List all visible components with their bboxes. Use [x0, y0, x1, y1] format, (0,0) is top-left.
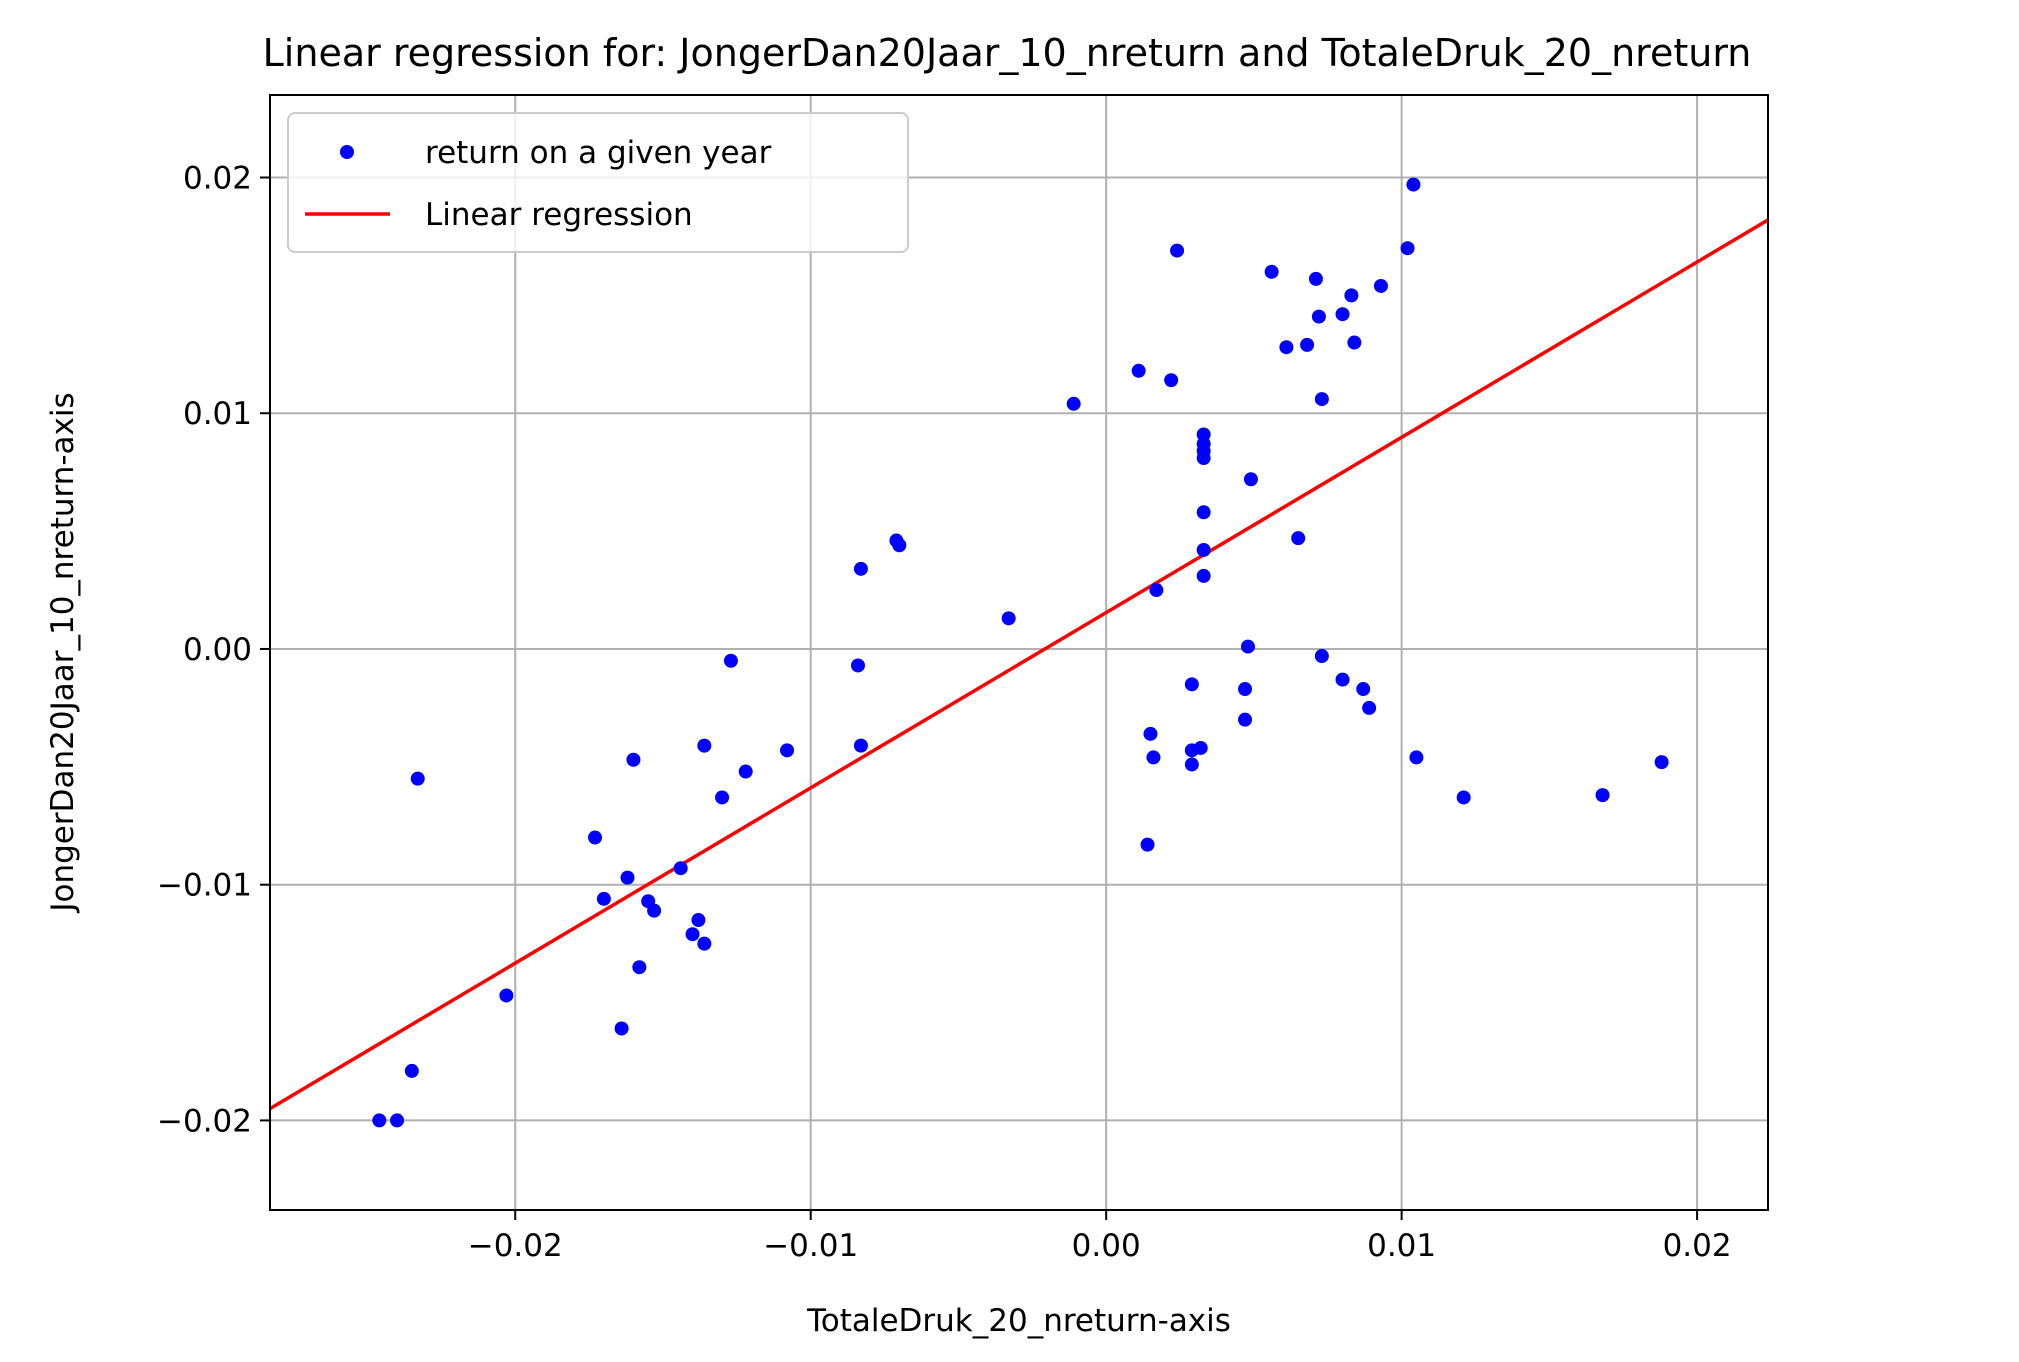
data-point	[626, 752, 641, 767]
data-point	[1409, 750, 1424, 765]
data-point	[853, 738, 868, 753]
data-point	[410, 771, 425, 786]
legend-label-line: Linear regression	[425, 197, 693, 233]
x-axis-label: TotaleDruk_20_nreturn-axis	[806, 1303, 1231, 1339]
data-point	[1196, 568, 1211, 583]
data-point	[1311, 309, 1326, 324]
y-axis-ticks: −0.02 −0.01 0.00 0.01 0.02	[157, 161, 270, 1139]
data-point	[1184, 757, 1199, 772]
data-point	[1238, 712, 1253, 727]
legend: return on a given year Linear regression	[287, 112, 909, 253]
y-tick-label: −0.01	[157, 868, 252, 904]
data-point	[1193, 740, 1208, 755]
y-tick-label: 0.00	[183, 632, 252, 668]
data-point	[1131, 363, 1146, 378]
data-point	[1406, 177, 1421, 192]
y-tick-label: −0.02	[157, 1103, 252, 1139]
x-tick-label: −0.01	[763, 1228, 858, 1264]
data-point	[499, 988, 514, 1003]
data-point	[1240, 639, 1255, 654]
plot-frame	[269, 94, 1769, 1211]
data-point	[1595, 788, 1610, 803]
x-tick-label: 0.01	[1367, 1228, 1436, 1264]
legend-box	[287, 112, 909, 253]
legend-label-scatter: return on a given year	[425, 135, 772, 171]
data-point	[723, 653, 738, 668]
y-tick-label: 0.02	[183, 161, 252, 197]
data-point	[1264, 264, 1279, 279]
data-point	[1146, 750, 1161, 765]
data-point	[1279, 340, 1294, 355]
grid	[270, 95, 1768, 1210]
data-point	[1314, 649, 1329, 664]
data-point	[1196, 542, 1211, 557]
data-point	[1347, 335, 1362, 350]
data-point	[685, 927, 700, 942]
data-point	[647, 903, 662, 918]
data-point	[1373, 278, 1388, 293]
data-point	[1140, 837, 1155, 852]
data-point	[691, 913, 706, 928]
data-point	[1308, 271, 1323, 286]
data-point	[1400, 241, 1415, 256]
x-axis-ticks: −0.02 −0.01 0.00 0.01 0.02	[468, 1210, 1732, 1264]
points-layer	[372, 177, 1669, 1128]
data-point	[1143, 726, 1158, 741]
data-point	[1344, 288, 1359, 303]
data-point	[390, 1113, 405, 1128]
data-point	[1170, 243, 1185, 258]
legend-marker-scatter	[340, 145, 354, 159]
data-point	[1238, 682, 1253, 697]
x-tick-label: 0.00	[1072, 1228, 1141, 1264]
data-point	[588, 830, 603, 845]
data-point	[715, 790, 730, 805]
data-point	[1456, 790, 1471, 805]
data-point	[1362, 700, 1377, 715]
data-point	[1243, 472, 1258, 487]
data-point	[892, 538, 907, 553]
data-point	[738, 764, 753, 779]
data-point	[1196, 505, 1211, 520]
data-point	[1164, 373, 1179, 388]
data-point	[697, 738, 712, 753]
data-point	[404, 1063, 419, 1078]
data-point	[1335, 307, 1350, 322]
data-point	[853, 561, 868, 576]
data-point	[1066, 396, 1081, 411]
data-point	[596, 891, 611, 906]
data-point	[632, 960, 647, 975]
data-point	[1300, 337, 1315, 352]
data-point	[1149, 583, 1164, 598]
data-point	[620, 870, 635, 885]
data-point	[850, 658, 865, 673]
chart-title: Linear regression for: JongerDan20Jaar_1…	[263, 31, 1752, 75]
data-point	[372, 1113, 387, 1128]
data-point	[1654, 755, 1669, 770]
data-point	[1196, 427, 1211, 442]
data-point	[697, 936, 712, 951]
data-point	[1291, 531, 1306, 546]
regression-line	[270, 218, 1768, 1111]
data-point	[673, 861, 688, 876]
y-tick-label: 0.01	[183, 396, 252, 432]
data-point	[614, 1021, 629, 1036]
data-point	[1001, 611, 1016, 626]
data-point	[1356, 682, 1371, 697]
data-point	[780, 743, 795, 758]
x-tick-label: −0.02	[468, 1228, 563, 1264]
data-point	[1314, 392, 1329, 407]
y-axis-label: JongerDan20Jaar_10_nreturn-axis	[45, 392, 81, 913]
regression-layer	[270, 218, 1768, 1111]
data-point	[1184, 677, 1199, 692]
data-point	[1335, 672, 1350, 687]
x-tick-label: 0.02	[1663, 1228, 1732, 1264]
